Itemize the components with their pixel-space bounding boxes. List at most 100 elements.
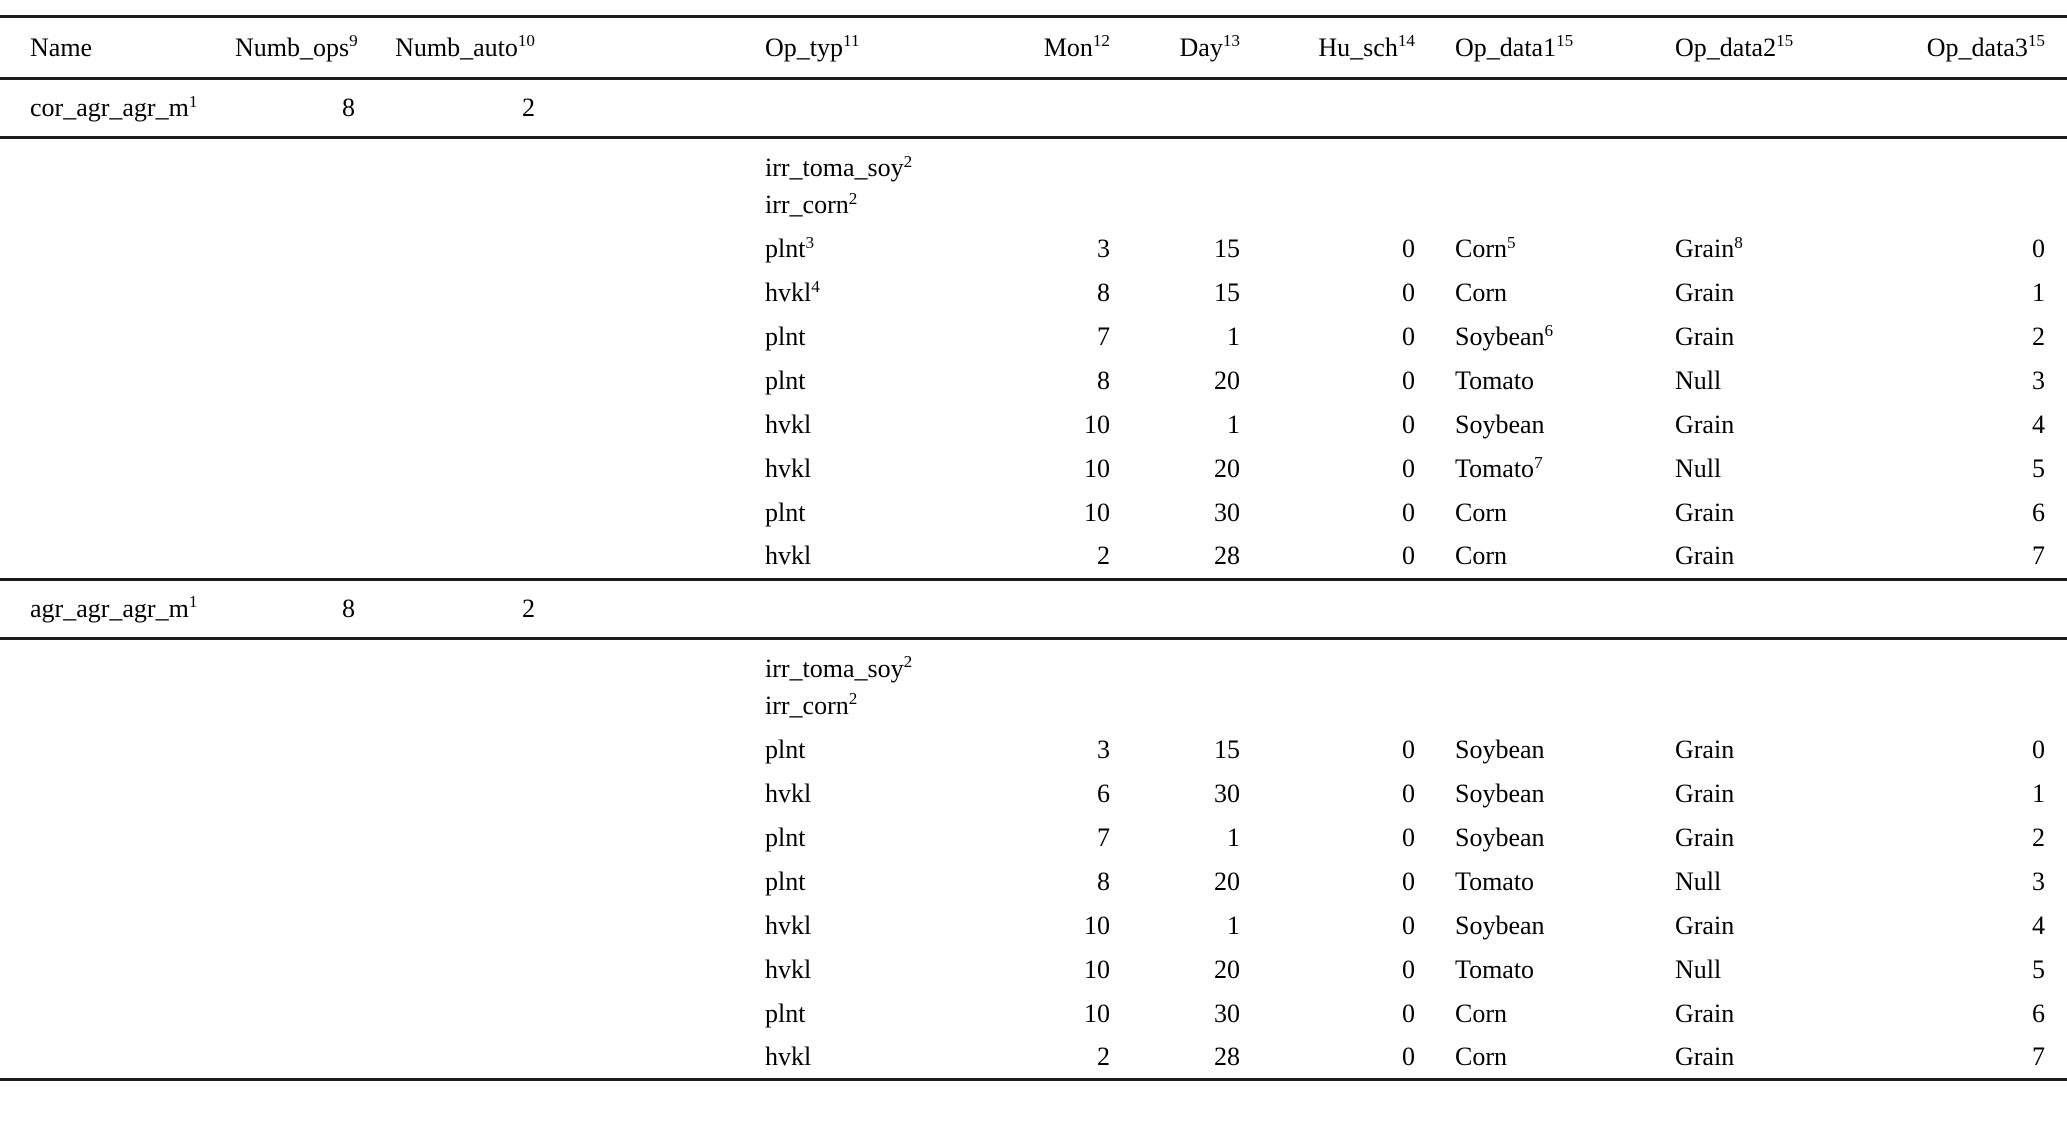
operation-cell-numb-ops — [235, 948, 355, 992]
operation-cell-op-typ: irr_corn2 — [535, 183, 1000, 227]
operation-cell-op-data3: 0 — [1857, 728, 2067, 772]
operation-cell-mon: 10 — [1000, 992, 1110, 1036]
operation-cell-numb-ops — [235, 992, 355, 1036]
operation-cell-op-data1: Corn — [1415, 535, 1637, 579]
cell-text: 2 — [522, 93, 535, 122]
operation-row: hvkl4 8 15 0 Corn Grain 1 — [0, 271, 2067, 315]
operation-cell-hu-sch: 0 — [1240, 315, 1415, 359]
cell-text: cor_agr_agr_m — [30, 93, 189, 122]
cell-text: 5 — [2032, 454, 2045, 483]
footnote-marker: 6 — [1544, 320, 1554, 340]
operation-cell-mon: 8 — [1000, 271, 1110, 315]
operation-cell-hu-sch: 0 — [1240, 491, 1415, 535]
operation-cell-numb-ops — [235, 728, 355, 772]
cell-text: 0 — [1402, 734, 1415, 764]
operation-cell-name — [0, 860, 235, 904]
cell-text: 8 — [1097, 278, 1110, 307]
operation-row: irr_toma_soy2 — [0, 638, 2067, 684]
cell-text: 15 — [1214, 234, 1240, 263]
operation-cell-op-typ: plnt3 — [535, 227, 1000, 271]
cell-text: 0 — [1402, 998, 1415, 1028]
operation-cell-mon — [1000, 638, 1110, 684]
header-row: Name Numb_ops9 Numb_auto10 Op_typ11 Mon12 Day… — [0, 17, 2067, 79]
operation-cell-day: 1 — [1110, 315, 1240, 359]
cell-text: Grain — [1675, 778, 1735, 808]
summary-cell-op-typ — [535, 79, 1000, 138]
operation-cell-name — [0, 904, 235, 948]
operation-cell-numb-auto — [355, 315, 535, 359]
operation-cell-op-data2: Grain — [1637, 772, 1857, 816]
operation-cell-mon: 7 — [1000, 816, 1110, 860]
operation-cell-op-data2 — [1637, 684, 1857, 728]
cell-text: 8 — [342, 93, 355, 122]
cell-text: 1 — [1227, 910, 1240, 940]
operation-cell-op-data3: 2 — [1857, 816, 2067, 860]
operation-row: plnt 10 30 0 Corn Grain 6 — [0, 491, 2067, 535]
operation-cell-op-typ: plnt — [535, 816, 1000, 860]
summary-cell-mon — [1000, 79, 1110, 138]
operation-cell-op-data3: 6 — [1857, 992, 2067, 1036]
operation-cell-mon: 8 — [1000, 860, 1110, 904]
operation-cell-op-data3: 4 — [1857, 403, 2067, 447]
summary-cell-op-data3 — [1857, 579, 2067, 638]
operation-cell-op-data1 — [1415, 638, 1637, 684]
cell-text: Corn — [1455, 498, 1507, 527]
column-header-name: Name — [0, 17, 235, 79]
footnote-marker: 10 — [517, 31, 535, 51]
operation-cell-op-data3 — [1857, 684, 2067, 728]
cell-text: Null — [1675, 454, 1722, 483]
operation-cell-name — [0, 138, 235, 184]
footnote-marker: 12 — [1092, 31, 1110, 51]
operation-cell-op-data3: 7 — [1857, 535, 2067, 579]
operation-cell-op-data2: Null — [1637, 359, 1857, 403]
operation-cell-op-data1: Corn — [1415, 992, 1637, 1036]
operation-cell-op-data2: Grain — [1637, 1036, 1857, 1080]
operation-cell-numb-ops — [235, 315, 355, 359]
operation-row: hvkl 2 28 0 Corn Grain 7 — [0, 535, 2067, 579]
operation-cell-day — [1110, 638, 1240, 684]
operation-cell-name — [0, 1036, 235, 1080]
operation-cell-hu-sch: 0 — [1240, 728, 1415, 772]
cell-text: 0 — [1402, 498, 1415, 527]
operation-cell-day: 30 — [1110, 772, 1240, 816]
column-header-mon: Mon12 — [1000, 17, 1110, 79]
operation-cell-hu-sch — [1240, 138, 1415, 184]
operation-cell-mon: 2 — [1000, 535, 1110, 579]
summary-cell-day — [1110, 79, 1240, 138]
cell-text: irr_toma_soy — [765, 653, 904, 683]
cell-text: Corn — [1455, 541, 1507, 571]
operation-row: hvkl 10 1 0 Soybean Grain 4 — [0, 403, 2067, 447]
operation-cell-mon — [1000, 684, 1110, 728]
summary-cell-op-data3 — [1857, 79, 2067, 138]
operation-cell-numb-ops — [235, 816, 355, 860]
operation-cell-name — [0, 638, 235, 684]
operation-cell-day: 20 — [1110, 359, 1240, 403]
cell-text: irr_corn — [765, 190, 849, 219]
cell-text: 20 — [1214, 366, 1240, 395]
operation-cell-op-typ: hvkl — [535, 1036, 1000, 1080]
operation-cell-name — [0, 403, 235, 447]
cell-text: 15 — [1214, 278, 1240, 307]
cell-text: hvkl — [765, 910, 812, 940]
operation-cell-day: 15 — [1110, 728, 1240, 772]
operation-cell-op-data3: 1 — [1857, 772, 2067, 816]
column-label: Numb_auto — [395, 32, 518, 62]
operation-cell-mon: 8 — [1000, 359, 1110, 403]
operation-row: hvkl 10 20 0 Tomato Null 5 — [0, 948, 2067, 992]
operation-cell-op-data3: 5 — [1857, 948, 2067, 992]
operation-cell-op-data3: 3 — [1857, 860, 2067, 904]
operation-cell-op-data2: Grain — [1637, 728, 1857, 772]
cell-text: 0 — [1402, 454, 1415, 483]
cell-text: Grain — [1675, 910, 1735, 940]
cell-text: 5 — [2032, 954, 2045, 984]
cell-text: Grain — [1675, 1041, 1735, 1071]
cell-text: 10 — [1084, 498, 1110, 527]
column-label: Op_data3 — [1926, 32, 2028, 62]
operation-cell-numb-auto — [355, 227, 535, 271]
cell-text: 1 — [1227, 410, 1240, 439]
cell-text: plnt — [765, 866, 806, 896]
operation-cell-op-data1: Tomato — [1415, 860, 1637, 904]
footnote-marker: 2 — [848, 188, 858, 208]
operation-row: irr_corn2 — [0, 183, 2067, 227]
cell-text: Grain — [1675, 410, 1735, 439]
